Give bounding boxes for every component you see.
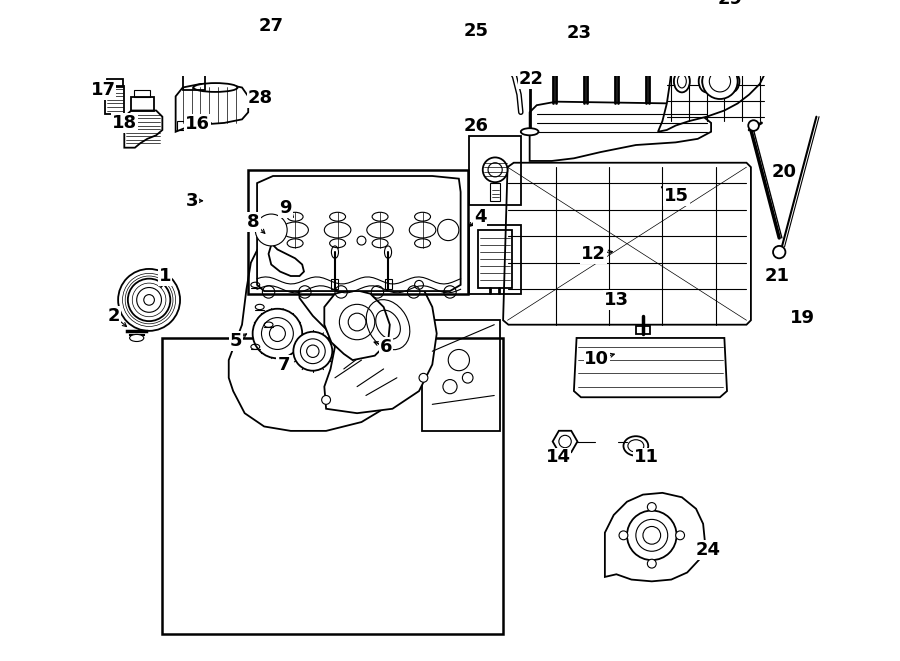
Text: 23: 23 xyxy=(567,24,591,42)
Text: 15: 15 xyxy=(664,187,689,206)
Text: 22: 22 xyxy=(519,69,544,88)
Text: 11: 11 xyxy=(634,448,659,467)
Circle shape xyxy=(773,246,786,258)
Circle shape xyxy=(118,269,180,331)
Bar xyxy=(490,183,500,201)
Circle shape xyxy=(702,63,738,99)
Ellipse shape xyxy=(724,70,740,93)
Text: 21: 21 xyxy=(765,267,790,285)
Text: 4: 4 xyxy=(473,208,486,225)
Bar xyxy=(331,279,338,290)
Circle shape xyxy=(619,531,628,540)
Circle shape xyxy=(256,214,287,246)
Bar xyxy=(384,279,392,290)
Circle shape xyxy=(676,531,685,540)
Text: 20: 20 xyxy=(772,163,797,182)
Ellipse shape xyxy=(521,128,538,136)
Circle shape xyxy=(415,280,423,290)
Text: 28: 28 xyxy=(248,89,274,107)
Text: 17: 17 xyxy=(91,81,115,99)
Polygon shape xyxy=(530,102,711,161)
Polygon shape xyxy=(658,22,767,132)
Circle shape xyxy=(647,502,656,512)
Polygon shape xyxy=(298,238,436,413)
Text: 14: 14 xyxy=(545,448,571,467)
Text: 2: 2 xyxy=(107,307,120,325)
Circle shape xyxy=(253,309,302,358)
Ellipse shape xyxy=(674,70,689,93)
Text: 26: 26 xyxy=(464,116,488,135)
Bar xyxy=(248,170,468,293)
Text: 1: 1 xyxy=(158,267,171,285)
Polygon shape xyxy=(229,236,423,431)
Text: 25: 25 xyxy=(464,22,488,40)
Text: 12: 12 xyxy=(580,245,606,263)
Circle shape xyxy=(647,559,656,568)
Bar xyxy=(470,225,521,293)
Polygon shape xyxy=(257,176,461,291)
Ellipse shape xyxy=(194,83,238,92)
Polygon shape xyxy=(503,163,751,325)
Text: 19: 19 xyxy=(789,309,814,327)
Polygon shape xyxy=(176,84,248,132)
Ellipse shape xyxy=(698,70,715,93)
Circle shape xyxy=(321,395,330,405)
Text: 7: 7 xyxy=(277,356,290,373)
Bar xyxy=(177,121,191,130)
Text: 16: 16 xyxy=(185,115,211,133)
Circle shape xyxy=(437,219,459,241)
Circle shape xyxy=(357,236,366,245)
Text: 24: 24 xyxy=(696,541,721,559)
Circle shape xyxy=(482,157,508,182)
Circle shape xyxy=(586,46,604,63)
Text: 8: 8 xyxy=(248,213,260,231)
Bar xyxy=(131,97,154,110)
Text: 5: 5 xyxy=(230,332,242,350)
Circle shape xyxy=(448,350,470,371)
Polygon shape xyxy=(574,338,727,397)
Text: 18: 18 xyxy=(112,114,137,132)
Bar xyxy=(183,74,205,90)
Ellipse shape xyxy=(130,334,144,342)
Text: 6: 6 xyxy=(380,338,392,356)
Circle shape xyxy=(627,510,677,560)
Circle shape xyxy=(419,373,428,382)
Bar xyxy=(104,86,124,114)
Text: 10: 10 xyxy=(584,350,609,368)
Text: 13: 13 xyxy=(604,291,629,309)
Polygon shape xyxy=(605,493,705,581)
Text: 3: 3 xyxy=(185,192,198,210)
Text: 27: 27 xyxy=(258,17,284,34)
Bar xyxy=(162,338,503,635)
Bar xyxy=(470,136,521,205)
Bar xyxy=(422,321,500,431)
Bar xyxy=(106,79,122,87)
Circle shape xyxy=(293,332,332,371)
Circle shape xyxy=(748,120,759,131)
Text: 9: 9 xyxy=(279,199,292,217)
Ellipse shape xyxy=(624,436,648,455)
Text: 29: 29 xyxy=(717,0,742,8)
Bar xyxy=(478,230,512,288)
Polygon shape xyxy=(268,245,304,276)
Polygon shape xyxy=(124,110,162,147)
Polygon shape xyxy=(553,431,578,452)
Circle shape xyxy=(266,233,316,283)
Bar xyxy=(134,90,150,97)
Bar xyxy=(636,327,650,334)
Polygon shape xyxy=(324,290,390,360)
